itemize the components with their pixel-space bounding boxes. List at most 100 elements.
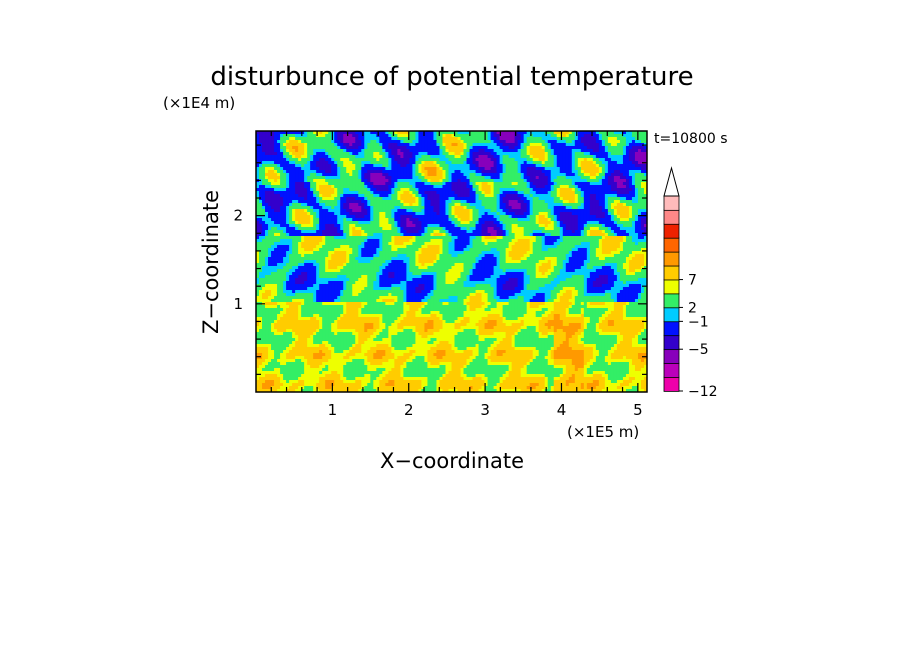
field-cell xyxy=(526,215,531,219)
field-cell xyxy=(493,227,498,231)
field-cell xyxy=(553,143,558,147)
field-cell xyxy=(373,215,377,219)
field-cell xyxy=(589,215,594,219)
field-cell xyxy=(385,167,389,171)
field-cell xyxy=(394,191,398,195)
field-cell xyxy=(580,191,585,195)
field-cell xyxy=(505,143,510,147)
field-cell xyxy=(469,167,474,171)
field-cell xyxy=(298,224,302,228)
field-cell xyxy=(619,131,624,135)
field-cell xyxy=(601,233,606,237)
field-cell xyxy=(421,227,426,231)
field-cell xyxy=(304,212,308,216)
field-cell xyxy=(361,176,365,180)
field-cell xyxy=(262,191,266,195)
field-cell xyxy=(520,200,525,204)
field-cell xyxy=(358,203,362,207)
field-cell xyxy=(598,185,603,189)
field-cell xyxy=(412,221,417,225)
field-cell xyxy=(634,242,639,246)
field-cell xyxy=(379,194,383,198)
field-cell xyxy=(481,209,486,213)
field-cell xyxy=(532,203,537,207)
field-cell xyxy=(448,131,453,135)
field-cell xyxy=(634,173,639,177)
field-cell xyxy=(604,224,609,228)
field-cell xyxy=(418,182,423,186)
field-cell xyxy=(526,185,531,189)
field-cell xyxy=(538,197,543,201)
field-cell xyxy=(565,194,570,198)
field-cell xyxy=(307,176,311,180)
field-cell xyxy=(292,188,296,192)
field-cell xyxy=(451,215,456,219)
field-cell xyxy=(265,233,269,237)
field-cell xyxy=(478,242,483,246)
field-cell xyxy=(562,242,567,246)
field-cell xyxy=(604,197,609,201)
field-cell xyxy=(514,215,519,219)
field-cell xyxy=(388,173,392,177)
field-cell xyxy=(289,131,293,135)
field-cell xyxy=(517,200,522,204)
field-cell xyxy=(466,140,471,144)
field-cell xyxy=(637,167,642,171)
field-cell xyxy=(472,164,477,168)
field-cell xyxy=(517,164,522,168)
field-cell xyxy=(337,236,341,240)
field-cell xyxy=(577,203,582,207)
field-cell xyxy=(361,203,365,207)
field-cell xyxy=(310,239,314,243)
field-cell xyxy=(349,134,353,138)
field-cell xyxy=(355,182,359,186)
field-cell xyxy=(607,224,612,228)
field-cell xyxy=(493,191,498,195)
field-cell xyxy=(277,194,281,198)
field-cell xyxy=(376,230,380,234)
field-cell xyxy=(592,230,597,234)
field-cell xyxy=(277,176,281,180)
field-cell xyxy=(277,155,281,159)
field-cell xyxy=(568,167,573,171)
field-cell xyxy=(394,230,398,234)
field-cell xyxy=(535,161,540,165)
field-cell xyxy=(334,197,338,201)
field-cell xyxy=(370,233,374,237)
field-cell xyxy=(259,200,263,204)
field-cell xyxy=(487,182,492,186)
field-cell xyxy=(577,239,582,243)
field-cell xyxy=(424,224,429,228)
field-cell xyxy=(364,143,368,147)
field-cell xyxy=(628,227,633,231)
field-cell xyxy=(565,188,570,192)
field-cell xyxy=(355,206,359,210)
field-cell xyxy=(328,206,332,210)
field-cell xyxy=(409,164,413,168)
field-cell xyxy=(280,155,284,159)
field-cell xyxy=(370,155,374,159)
field-cell xyxy=(379,182,383,186)
field-cell xyxy=(415,134,420,138)
field-cell xyxy=(301,194,305,198)
field-cell xyxy=(628,209,633,213)
field-cell xyxy=(310,245,314,249)
field-cell xyxy=(502,131,507,135)
field-cell xyxy=(370,203,374,207)
field-cell xyxy=(331,218,335,222)
field-cell xyxy=(538,218,543,222)
field-cell xyxy=(340,152,344,156)
field-cell xyxy=(562,218,567,222)
field-cell xyxy=(301,164,305,168)
field-cell xyxy=(310,224,314,228)
field-cell xyxy=(439,161,444,165)
field-cell xyxy=(619,140,624,144)
field-cell xyxy=(568,179,573,183)
field-cell xyxy=(472,188,477,192)
field-cell xyxy=(403,134,407,138)
field-cell xyxy=(427,203,432,207)
field-cell xyxy=(562,197,567,201)
field-cell xyxy=(580,203,585,207)
field-cell xyxy=(505,230,510,234)
field-cell xyxy=(550,227,555,231)
